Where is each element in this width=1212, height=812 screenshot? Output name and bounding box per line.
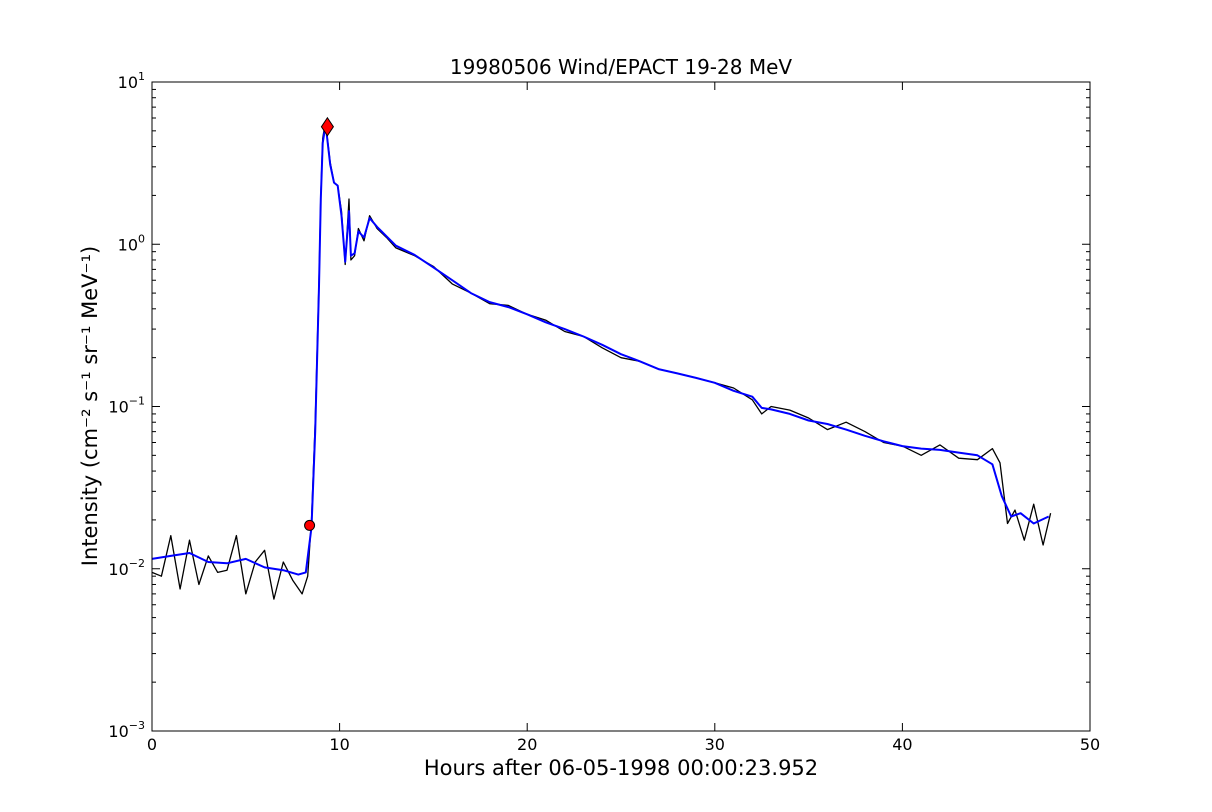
y-tick-label: 100: [118, 232, 145, 254]
onset-marker: [304, 519, 316, 531]
chart-title: 19980506 Wind/EPACT 19-28 MeV: [450, 55, 792, 79]
x-tick-label: 10: [329, 735, 349, 754]
x-tick-label: 30: [705, 735, 725, 754]
x-tick-label: 40: [892, 735, 912, 754]
x-tick-label: 0: [147, 735, 157, 754]
series-layer: [151, 126, 1052, 600]
x-axis-label: Hours after 06-05-1998 00:00:23.952: [424, 756, 818, 780]
x-tick-label: 50: [1080, 735, 1100, 754]
y-tick-label: 10−3: [108, 719, 145, 741]
x-tick-label: 20: [517, 735, 537, 754]
y-axis-ticks: 10−3 10−2 10−1 100 101: [108, 70, 1090, 741]
series-line-smoothed: [151, 129, 1050, 576]
peak-marker: [320, 116, 335, 137]
y-tick-label: 10−1: [108, 395, 145, 417]
y-tick-label: 101: [118, 70, 145, 92]
x-axis-ticks: 0 10 20 30 40 50: [147, 82, 1100, 754]
y-axis-label: Intensity (cm⁻² s⁻¹ sr⁻¹ MeV⁻¹): [78, 246, 102, 566]
marker-layer: [304, 116, 335, 531]
y-tick-label: 10−2: [108, 557, 145, 579]
